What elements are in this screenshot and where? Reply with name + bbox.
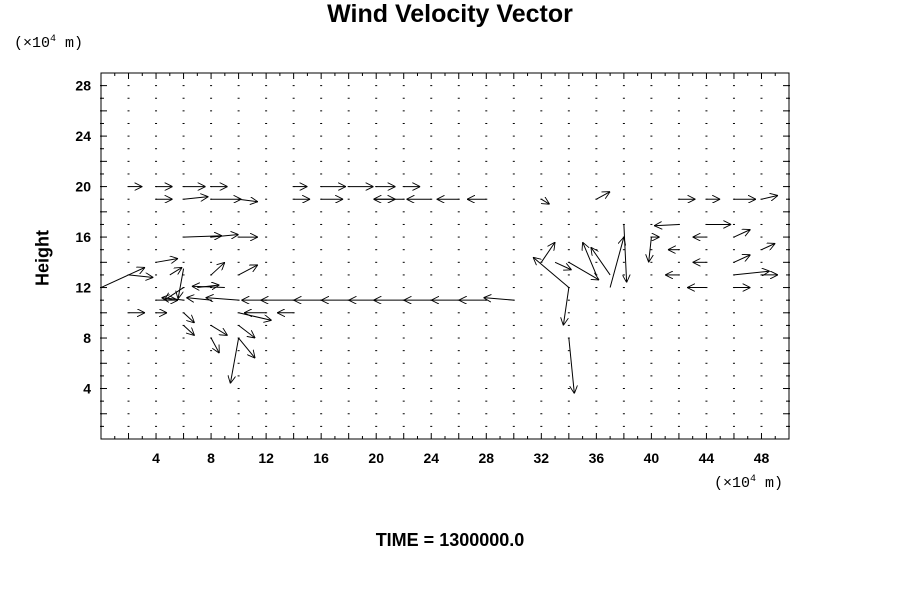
x-tick-label: 20 — [368, 450, 384, 466]
wind-vector — [733, 271, 770, 275]
wind-vector — [733, 255, 751, 263]
y-tick-label: 16 — [75, 229, 91, 245]
wind-vector — [210, 337, 219, 353]
y-tick-label: 4 — [83, 381, 91, 397]
wind-vector — [230, 337, 240, 383]
wind-vector — [533, 257, 570, 288]
wind-vector — [649, 237, 652, 262]
x-tick-label: 4 — [152, 450, 160, 466]
wind-vector — [210, 262, 225, 276]
y-unit-suffix: m) — [56, 35, 84, 52]
wind-vector — [238, 325, 256, 338]
grid-dots — [100, 85, 790, 427]
wind-vector — [238, 337, 256, 358]
wind-vector — [183, 312, 195, 323]
wind-vector — [186, 298, 212, 301]
wind-vector — [591, 247, 611, 276]
wind-vector — [238, 265, 258, 276]
x-tick-label: 8 — [207, 450, 215, 466]
x-tick-label: 40 — [644, 450, 660, 466]
wind-vector — [541, 199, 549, 204]
wind-vector — [183, 197, 209, 200]
x-unit-prefix: (×10 — [714, 475, 751, 492]
y-tick-label: 20 — [75, 179, 91, 195]
y-unit-exponent: 4 — [50, 34, 57, 45]
wind-vector — [563, 287, 570, 326]
wind-vector — [568, 261, 599, 280]
wind-vector — [596, 192, 610, 200]
wind-vectors — [100, 187, 778, 394]
wind-vector — [761, 243, 775, 249]
wind-vector — [761, 195, 778, 199]
time-label: TIME = 1300000.0 — [375, 530, 525, 550]
wind-vector — [238, 312, 272, 321]
y-tick-label: 8 — [83, 330, 91, 346]
wind-vector — [210, 324, 228, 335]
x-tick-label: 24 — [423, 450, 439, 466]
x-tick-label: 44 — [699, 450, 715, 466]
wind-vector — [183, 236, 223, 237]
y-tick-label: 28 — [75, 78, 91, 94]
x-tick-label: 32 — [534, 450, 550, 466]
x-axis-unit: (×104 m) — [714, 474, 783, 492]
wind-vector — [178, 268, 185, 299]
wind-vector — [733, 229, 751, 238]
chart-title: Wind Velocity Vector — [327, 0, 573, 28]
wind-vector — [206, 298, 239, 301]
x-tick-label: 48 — [754, 450, 770, 466]
y-tick-label: 24 — [75, 128, 91, 144]
wind-vector — [238, 199, 258, 202]
wind-vector — [100, 267, 145, 289]
wind-vector — [211, 235, 239, 238]
wind-vector — [624, 224, 627, 282]
y-tick-label: 12 — [75, 280, 91, 296]
x-unit-exponent: 4 — [750, 474, 757, 485]
wind-vector — [583, 242, 597, 276]
x-tick-label: 28 — [478, 450, 494, 466]
wind-vector — [169, 267, 182, 276]
y-unit-prefix: (×10 — [14, 35, 51, 52]
wind-vector — [540, 242, 555, 263]
wind-vector — [568, 337, 575, 394]
wind-vector — [609, 237, 624, 288]
x-tick-label: 36 — [589, 450, 605, 466]
wind-vector — [484, 298, 514, 301]
wind-vector — [155, 259, 178, 263]
plot-frame — [100, 72, 790, 440]
x-unit-suffix: m) — [756, 475, 784, 492]
wind-vector — [654, 224, 679, 225]
y-axis-unit: (×104 m) — [14, 34, 83, 52]
wind-vector — [183, 325, 195, 335]
wind-vector — [128, 275, 154, 278]
wind-vector — [554, 261, 572, 270]
x-tick-label: 12 — [258, 450, 274, 466]
x-tick-label: 16 — [313, 450, 329, 466]
wind-vector — [192, 286, 225, 287]
